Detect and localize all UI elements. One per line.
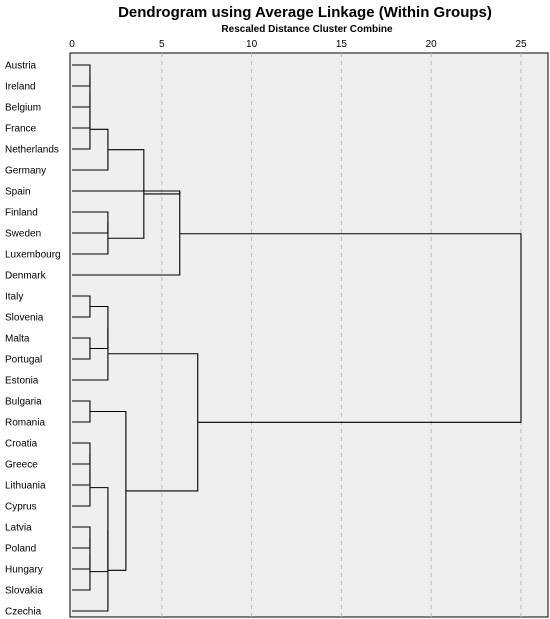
tick-label-0: 0 [69,39,75,50]
leaf-label-slovenia: Slovenia [5,313,44,324]
merge-link-21 [72,553,91,591]
plot-area [69,52,549,618]
tick-label-25: 25 [515,39,527,50]
leaf-label-finland: Finland [5,208,38,219]
leaf-label-czechia: Czechia [5,607,42,618]
leaf-label-latvia: Latvia [5,523,32,534]
leaf-label-malta: Malta [5,334,30,345]
leaf-label-ireland: Ireland [5,82,36,93]
merge-link-10 [72,192,181,276]
leaf-label-estonia: Estonia [5,376,39,387]
merge-link-9 [72,190,181,195]
leaf-label-portugal: Portugal [5,355,42,366]
leaf-label-romania: Romania [5,418,45,429]
leaf-label-poland: Poland [5,544,36,555]
merge-link-4 [72,109,91,150]
leaf-label-netherlands: Netherlands [5,145,59,156]
leaf-labels: Austria Ireland Belgium France Netherlands Ge… [5,61,61,618]
dendrogram-links [72,64,522,612]
leaf-label-slovakia: Slovakia [5,586,43,597]
leaf-label-italy: Italy [5,292,23,303]
merge-link-14 [72,327,109,381]
leaf-label-germany: Germany [5,166,46,177]
merge-link-26 [179,233,522,423]
leaf-label-lithuania: Lithuania [5,481,46,492]
leaf-label-denmark: Denmark [5,271,47,282]
tick-label-20: 20 [426,39,438,50]
leaf-label-austria: Austria [5,61,37,72]
leaf-label-luxembourg: Luxembourg [5,250,61,261]
leaf-label-cyprus: Cyprus [5,502,37,513]
merge-link-18 [72,469,91,507]
tick-label-5: 5 [159,39,165,50]
leaf-label-spain: Spain [5,187,31,198]
x-axis-ticks: 0 5 10 15 20 25 [69,39,527,50]
chart-subtitle: Rescaled Distance Cluster Combine [221,24,393,35]
leaf-label-greece: Greece [5,460,38,471]
tick-label-15: 15 [336,39,348,50]
leaf-label-sweden: Sweden [5,229,41,240]
merge-link-23 [72,529,109,612]
leaf-label-croatia: Croatia [5,439,38,450]
tick-label-10: 10 [246,39,258,50]
leaf-label-hungary: Hungary [5,565,43,576]
leaf-label-france: France [5,124,37,135]
chart-title: Dendrogram using Average Linkage (Within… [118,4,492,21]
leaf-label-bulgaria: Bulgaria [5,397,42,408]
leaf-label-belgium: Belgium [5,103,41,114]
merge-link-7 [72,222,109,255]
